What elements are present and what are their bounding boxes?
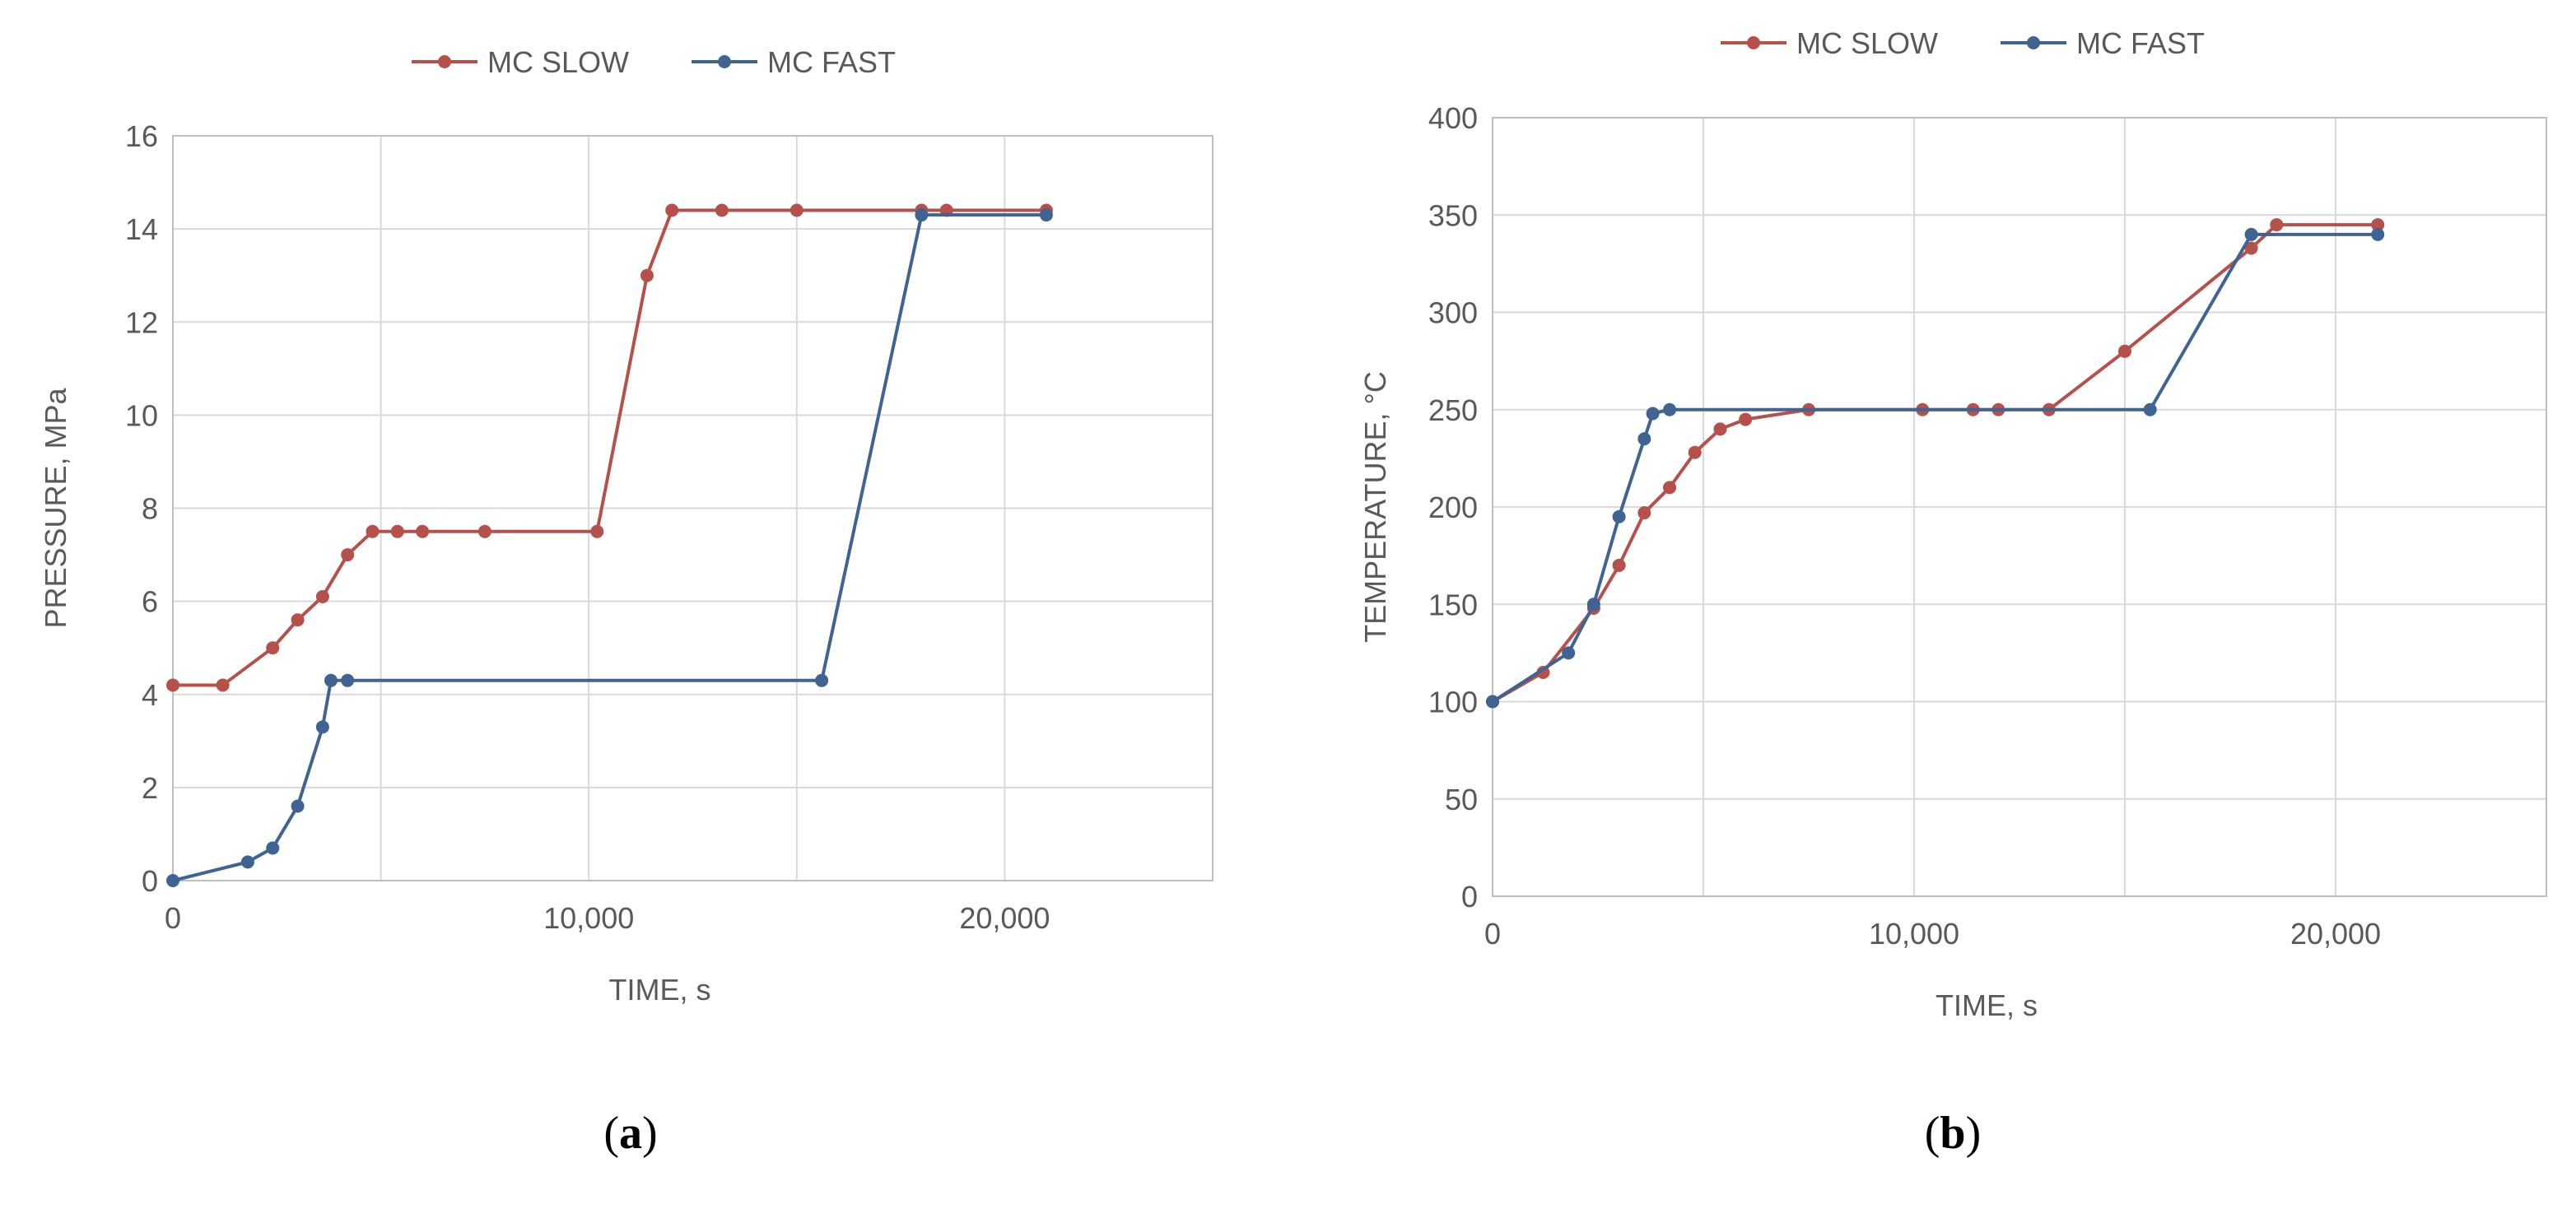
y-tick-label: 350: [1428, 198, 1478, 232]
data-point-mc-fast: [341, 673, 355, 687]
data-point-mc-slow: [416, 524, 430, 538]
data-point-mc-fast: [166, 874, 179, 887]
y-tick-label: 14: [125, 212, 158, 246]
x-tick-label: 0: [165, 901, 181, 935]
y-axis-label: TEMPERATURE, °C: [1358, 371, 1392, 643]
y-tick-label: 400: [1428, 101, 1478, 135]
series-line-mc-slow: [1491, 223, 2378, 704]
x-tick-label: 20,000: [959, 901, 1050, 935]
legend-marker-mc-fast: [718, 55, 731, 68]
y-tick-label: 100: [1428, 686, 1478, 719]
y-tick-label: 4: [142, 678, 158, 712]
data-point-mc-slow: [1536, 666, 1550, 680]
series-line-mc-fast: [1491, 232, 2378, 704]
data-point-mc-slow: [1637, 506, 1651, 520]
data-point-mc-fast: [2143, 402, 2157, 416]
data-point-mc-slow: [790, 203, 804, 217]
y-tick-label: 2: [142, 771, 158, 805]
data-point-mc-slow: [366, 524, 380, 538]
x-tick-label: 10,000: [1869, 917, 1959, 951]
legend-marker-mc-fast: [2027, 36, 2040, 49]
data-point-mc-slow: [315, 589, 329, 603]
x-tick-label: 0: [1484, 917, 1501, 951]
y-tick-label: 0: [1461, 880, 1478, 914]
x-tick-label: 10,000: [543, 901, 634, 935]
data-point-mc-slow: [477, 524, 491, 538]
plot-area-frame: [172, 135, 1213, 881]
panel-caption-letter: b: [1940, 1108, 1965, 1159]
y-tick-label: 0: [142, 864, 158, 898]
data-point-mc-fast: [2244, 227, 2258, 241]
y-tick-label: 8: [142, 492, 158, 526]
data-point-mc-slow: [341, 548, 355, 562]
legend-marker-mc-slow: [438, 55, 451, 68]
data-point-mc-slow: [2371, 218, 2385, 232]
data-point-mc-slow: [2270, 218, 2284, 232]
pressure-chart: 0 2 4 6 8 10 12 14 16 0 10,000 20,000 TIME, s PRESSUR…: [39, 45, 1213, 1159]
data-point-mc-slow: [715, 203, 729, 217]
data-point-mc-fast: [815, 673, 829, 687]
data-point-mc-fast: [1637, 432, 1651, 446]
data-point-mc-slow: [1739, 412, 1753, 426]
temperature-chart: 0 50 100 150 200 250 300 350 400 0 10,000 20,000 TIM…: [1358, 26, 2547, 1159]
data-point-mc-fast: [1562, 646, 1576, 660]
series-line-mc-fast: [172, 213, 1046, 882]
data-point-mc-fast: [1586, 598, 1600, 611]
y-tick-label: 6: [142, 585, 158, 619]
data-point-mc-fast: [240, 855, 254, 869]
data-point-mc-slow: [266, 641, 280, 655]
x-axis-label: TIME, s: [609, 973, 711, 1007]
y-tick-label: 300: [1428, 296, 1478, 330]
data-point-mc-fast: [1612, 509, 1626, 523]
data-point-mc-slow: [1688, 445, 1702, 459]
data-point-mc-fast: [291, 799, 305, 813]
data-point-mc-fast: [324, 673, 338, 687]
data-point-mc-fast: [1646, 407, 1660, 421]
data-point-mc-slow: [2118, 344, 2131, 358]
data-point-mc-fast: [2371, 227, 2385, 241]
data-point-mc-fast: [266, 841, 280, 855]
data-point-mc-slow: [2244, 241, 2258, 255]
y-tick-label: 200: [1428, 491, 1478, 524]
series-line-mc-slow: [173, 208, 1046, 687]
y-tick-label: 150: [1428, 588, 1478, 621]
data-point-mc-slow: [166, 678, 179, 692]
y-axis-label: PRESSURE, MPa: [39, 387, 72, 628]
data-point-mc-fast: [1663, 402, 1677, 416]
data-point-mc-fast: [1486, 695, 1499, 709]
data-point-mc-fast: [1039, 208, 1053, 222]
panel-caption: (a): [603, 1108, 657, 1159]
data-point-mc-slow: [590, 524, 604, 538]
x-axis-label: TIME, s: [1935, 988, 2038, 1022]
legend-marker-mc-slow: [1747, 36, 1760, 49]
data-point-mc-slow: [216, 678, 230, 692]
legend-label-mc-fast: MC FAST: [2076, 26, 2205, 60]
x-tick-label: 20,000: [2290, 917, 2381, 951]
data-point-mc-slow: [640, 268, 654, 282]
data-point-mc-slow: [1663, 481, 1677, 495]
panel-caption: (b): [1925, 1108, 1981, 1159]
legend-label-mc-slow: MC SLOW: [487, 45, 629, 79]
data-point-mc-slow: [1612, 558, 1626, 572]
panel-caption-letter: a: [619, 1108, 642, 1159]
y-tick-label: 16: [125, 119, 158, 153]
data-point-mc-slow: [665, 203, 679, 217]
y-tick-label: 250: [1428, 393, 1478, 427]
data-point-mc-slow: [1713, 422, 1727, 436]
legend-label-mc-slow: MC SLOW: [1796, 26, 1938, 60]
data-point-mc-fast: [915, 208, 929, 222]
y-tick-label: 12: [125, 305, 158, 339]
y-tick-label: 50: [1445, 783, 1478, 816]
data-point-mc-slow: [390, 524, 404, 538]
data-point-mc-fast: [315, 720, 329, 734]
plot-area-frame: [1492, 117, 2547, 897]
legend-label-mc-fast: MC FAST: [767, 45, 896, 79]
y-tick-label: 10: [125, 398, 158, 432]
data-point-mc-slow: [291, 613, 305, 627]
